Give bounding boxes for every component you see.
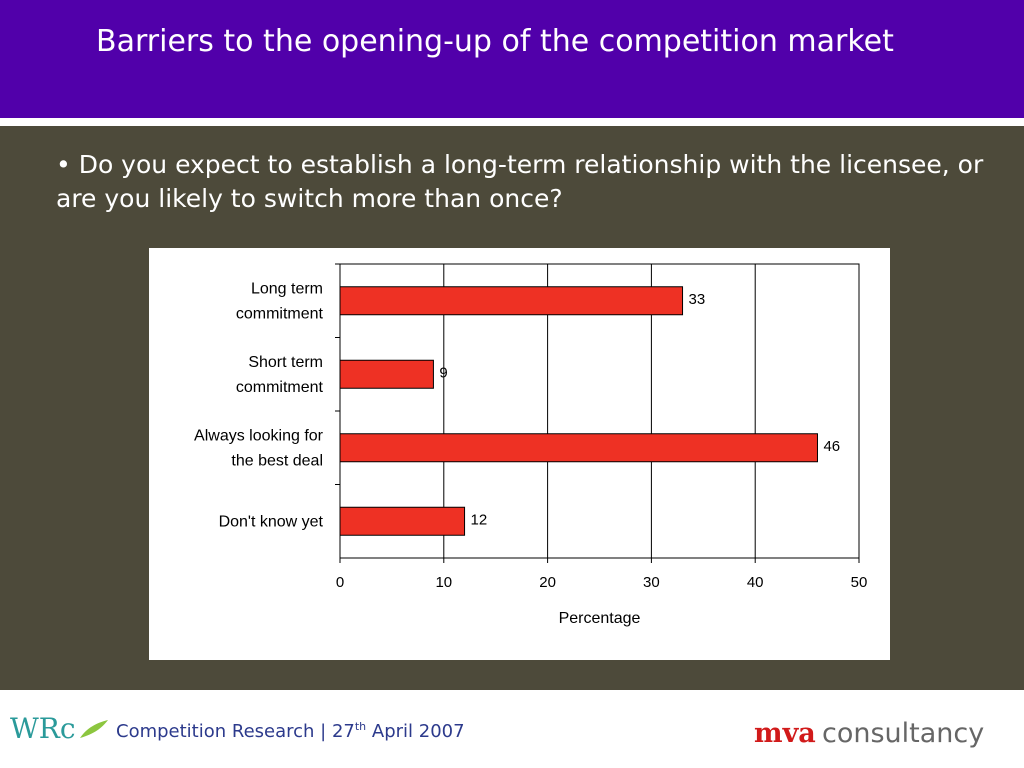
x-tick-label: 50: [851, 574, 868, 591]
x-axis-title: Percentage: [559, 610, 641, 627]
bar-chart: 0 10 20 30 40 50 33 Long term commitment 9 Short t…: [194, 263, 868, 627]
category-label: Always looking for: [194, 427, 324, 444]
data-label: 33: [689, 291, 706, 308]
bar: [339, 433, 818, 463]
data-label: 46: [823, 438, 840, 455]
x-tick-label: 30: [643, 574, 660, 591]
x-tick-label: 20: [539, 574, 556, 591]
category-label: Don't know yet: [219, 513, 324, 530]
chart-panel: 0 10 20 30 40 50 33 Long term commitment 9 Short t…: [149, 248, 890, 660]
slide-header: Barriers to the opening-up of the compet…: [0, 0, 1024, 118]
data-label: 9: [439, 364, 447, 381]
footer-text-main: Competition Research | 27: [116, 721, 355, 742]
wrc-leaf-icon: [80, 720, 108, 738]
category-label: Short term: [248, 354, 323, 371]
bar: [339, 506, 466, 536]
mva-logo-part: mva: [754, 718, 816, 749]
data-label: 12: [471, 511, 488, 528]
consultancy-logo-part: consultancy: [822, 718, 984, 749]
category-label: Long term: [251, 280, 323, 297]
x-tick-label: 10: [435, 574, 452, 591]
header-separator: [0, 118, 1024, 126]
category-label: commitment: [236, 305, 324, 322]
x-tick-label: 40: [747, 574, 764, 591]
wrc-logo-text: WRc: [10, 712, 76, 745]
question-text: • Do you expect to establish a long-term…: [56, 150, 984, 213]
x-tick-label: 0: [336, 574, 344, 591]
slide-content: • Do you expect to establish a long-term…: [0, 126, 1024, 690]
category-label: commitment: [236, 379, 324, 396]
mva-consultancy-logo: mva consultancy: [754, 718, 984, 749]
wrc-logo: WRc: [10, 712, 108, 745]
footer-text: Competition Research | 27th April 2007: [116, 720, 465, 742]
category-label: the best deal: [231, 452, 323, 469]
footer-text-sup: th: [354, 720, 367, 733]
footer-text-date: April 2007: [366, 721, 465, 742]
bar: [339, 359, 434, 389]
bar: [339, 286, 684, 316]
slide-title: Barriers to the opening-up of the compet…: [96, 24, 894, 59]
slide-footer: WRc Competition Research | 27th April 20…: [0, 690, 1024, 768]
